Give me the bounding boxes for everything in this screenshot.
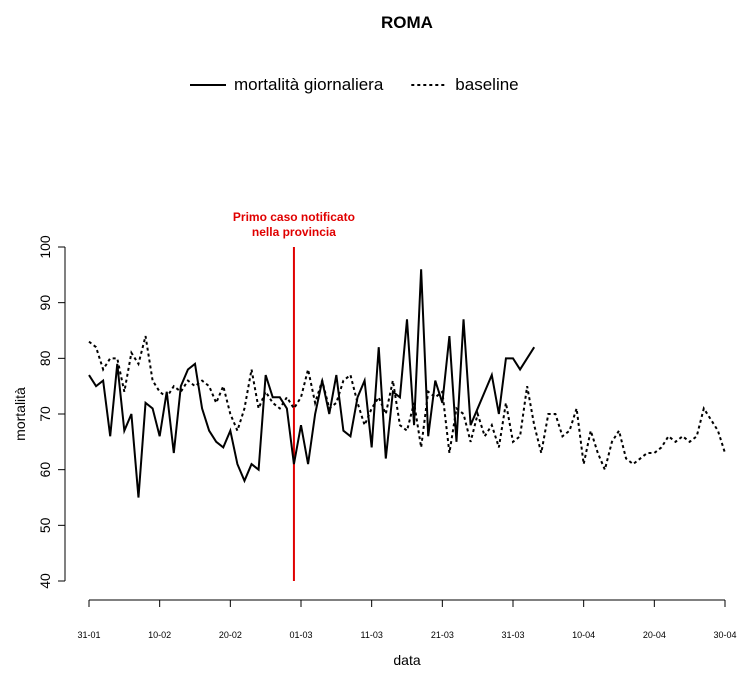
x-tick-label: 30-04	[713, 630, 736, 640]
chart-title: ROMA	[381, 13, 433, 32]
x-tick-label: 31-01	[77, 630, 100, 640]
x-tick-label: 10-02	[148, 630, 171, 640]
y-axis-label: mortalità	[12, 387, 28, 441]
x-tick-label: 20-02	[219, 630, 242, 640]
series-line	[88, 269, 536, 498]
legend-label: mortalità giornaliera	[234, 75, 384, 94]
x-tick-label: 01-03	[289, 630, 312, 640]
x-tick-label: 10-04	[572, 630, 595, 640]
y-tick-label: 70	[37, 406, 53, 422]
y-tick-label: 50	[37, 517, 53, 533]
y-tick-label: 90	[37, 295, 53, 311]
x-tick-label: 31-03	[501, 630, 524, 640]
x-axis-label: data	[393, 652, 420, 668]
event-label: nella provincia	[252, 225, 336, 239]
y-tick-label: 60	[37, 462, 53, 478]
series-line	[88, 335, 726, 473]
y-tick-label: 100	[37, 235, 53, 259]
x-tick-label: 11-03	[360, 630, 382, 640]
x-tick-label: 20-04	[643, 630, 666, 640]
y-tick-label: 80	[37, 350, 53, 366]
event-label: Primo caso notificato	[233, 210, 355, 224]
legend-label: baseline	[455, 75, 518, 94]
x-tick-label: 21-03	[431, 630, 454, 640]
y-tick-label: 40	[37, 573, 53, 589]
